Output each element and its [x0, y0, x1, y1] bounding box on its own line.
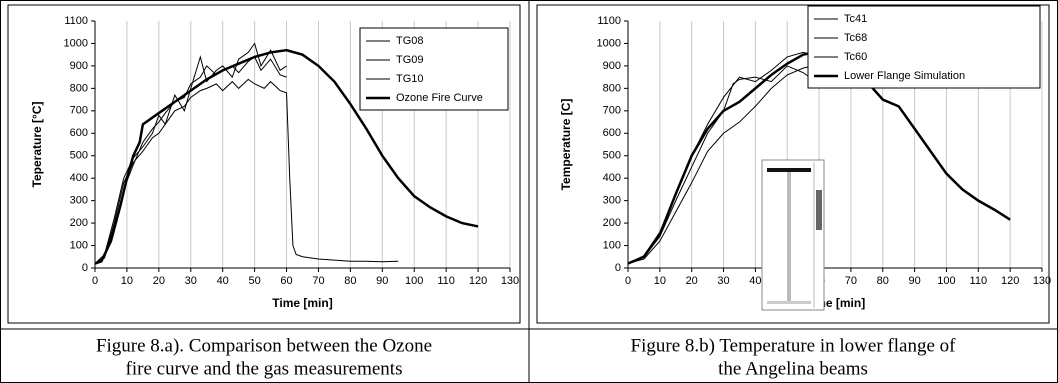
y-tick-label: 400 — [603, 172, 621, 184]
legend-label: TG09 — [396, 54, 424, 66]
caption: Figure 8.b) Temperature in lower flange … — [631, 335, 957, 356]
y-tick-label: 0 — [82, 262, 88, 274]
y-tick-label: 800 — [70, 82, 88, 94]
x-tick-label: 10 — [654, 275, 666, 287]
x-tick-label: 50 — [248, 275, 260, 287]
y-tick-label: 400 — [70, 172, 88, 184]
caption: Figure 8.a). Comparison between the Ozon… — [96, 335, 432, 356]
x-tick-label: 30 — [185, 275, 197, 287]
y-tick-label: 100 — [603, 239, 621, 251]
x-tick-label: 40 — [749, 275, 761, 287]
x-tick-label: 20 — [153, 275, 165, 287]
y-axis-label: Teperature [°C] — [30, 102, 44, 188]
y-tick-label: 600 — [70, 127, 88, 139]
x-tick-label: 100 — [937, 275, 955, 287]
y-tick-label: 1100 — [64, 15, 88, 27]
x-tick-label: 70 — [845, 275, 857, 287]
y-tick-label: 100 — [70, 239, 88, 251]
x-tick-label: 70 — [312, 275, 324, 287]
figure: 0102030405060708090100110120130010020030… — [0, 0, 1058, 383]
x-tick-label: 120 — [1001, 275, 1019, 287]
x-tick-label: 40 — [217, 275, 229, 287]
y-tick-label: 1100 — [597, 15, 621, 27]
y-tick-label: 200 — [603, 217, 621, 229]
inset-image — [762, 160, 824, 310]
y-tick-label: 500 — [603, 150, 621, 162]
y-tick-label: 700 — [603, 105, 621, 117]
x-tick-label: 110 — [437, 275, 455, 287]
x-tick-label: 60 — [280, 275, 292, 287]
x-tick-label: 120 — [469, 275, 487, 287]
legend-label: Tc60 — [844, 51, 867, 63]
y-tick-label: 900 — [70, 60, 88, 72]
caption: fire curve and the gas measurements — [126, 358, 403, 379]
x-tick-label: 130 — [1033, 275, 1051, 287]
x-tick-label: 110 — [970, 275, 988, 287]
y-tick-label: 300 — [603, 195, 621, 207]
x-axis-label: Time [min] — [272, 296, 332, 310]
y-axis-label: Temperature [C] — [559, 99, 573, 191]
y-tick-label: 1000 — [597, 37, 621, 49]
x-tick-label: 90 — [376, 275, 388, 287]
legend-label: Ozone Fire Curve — [396, 92, 483, 104]
x-tick-label: 0 — [625, 275, 631, 287]
legend-label: TG08 — [396, 35, 424, 47]
x-tick-label: 130 — [501, 275, 519, 287]
x-tick-label: 90 — [908, 275, 920, 287]
x-tick-label: 80 — [877, 275, 889, 287]
caption: the Angelina beams — [718, 358, 868, 379]
y-tick-label: 700 — [70, 105, 88, 117]
y-tick-label: 500 — [70, 150, 88, 162]
x-tick-label: 20 — [686, 275, 698, 287]
x-tick-label: 100 — [405, 275, 423, 287]
legend-label: Tc41 — [844, 13, 867, 25]
y-tick-label: 300 — [70, 195, 88, 207]
legend-label: Tc68 — [844, 32, 867, 44]
y-tick-label: 900 — [603, 60, 621, 72]
y-tick-label: 600 — [603, 127, 621, 139]
y-tick-label: 1000 — [64, 37, 88, 49]
y-tick-label: 0 — [615, 262, 621, 274]
x-tick-label: 10 — [121, 275, 133, 287]
x-tick-label: 80 — [344, 275, 356, 287]
x-tick-label: 30 — [717, 275, 729, 287]
y-tick-label: 200 — [70, 217, 88, 229]
x-tick-label: 0 — [92, 275, 98, 287]
legend-label: Lower Flange Simulation — [844, 70, 965, 82]
y-tick-label: 800 — [603, 82, 621, 94]
legend-label: TG10 — [396, 73, 424, 85]
